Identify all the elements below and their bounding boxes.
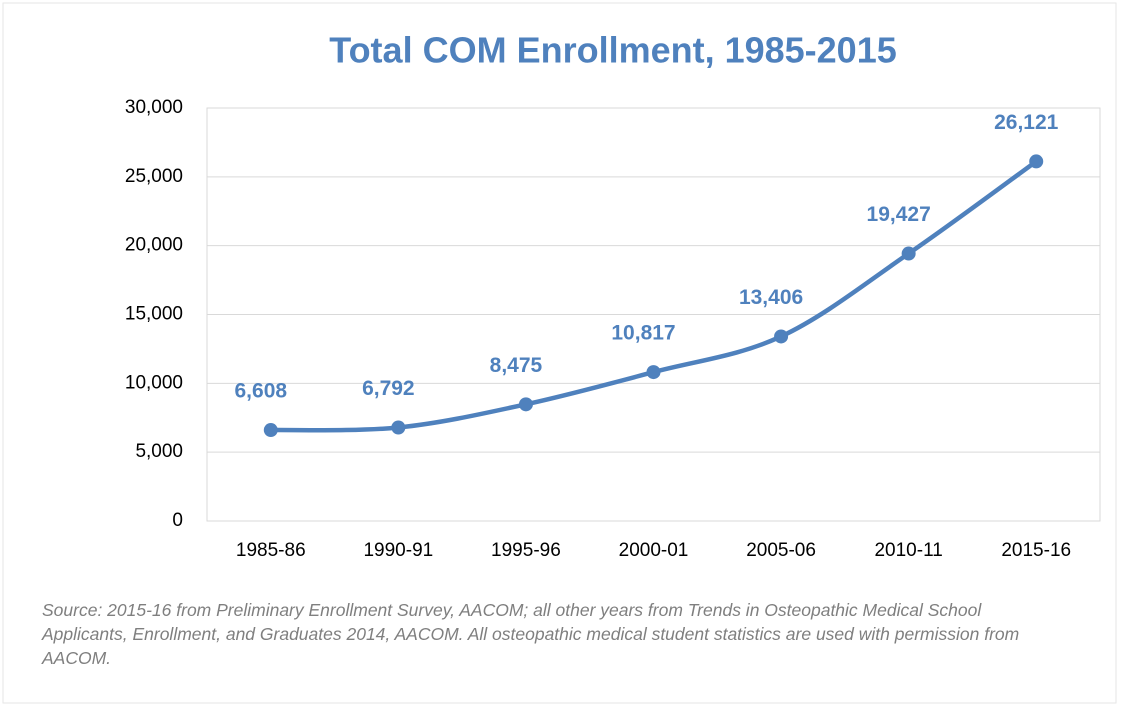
data-label: 26,121 (994, 111, 1059, 134)
chart-title: Total COM Enrollment, 1985-2015 (329, 30, 897, 71)
data-label: 6,608 (235, 380, 288, 403)
point (518, 397, 533, 412)
data-label: 13,406 (739, 286, 803, 309)
x-tick-label: 2010-11 (874, 540, 942, 561)
data-label: 8,475 (490, 354, 543, 377)
x-tick-label: 1985-86 (236, 540, 306, 561)
point (391, 420, 406, 435)
y-tick-label: 25,000 (125, 166, 183, 187)
point (1029, 154, 1044, 169)
data-label: 19,427 (867, 203, 931, 226)
y-tick-label: 15,000 (125, 304, 183, 325)
x-tick-label: 1995-96 (491, 540, 561, 561)
point (263, 423, 278, 438)
x-tick-label: 2015-16 (1001, 540, 1071, 561)
point (774, 329, 789, 344)
point (901, 246, 916, 261)
x-tick-label: 2005-06 (746, 540, 816, 561)
data-label: 6,792 (362, 377, 415, 400)
data-label: 10,817 (611, 322, 675, 345)
y-tick-label: 10,000 (125, 372, 183, 393)
y-tick-label: 20,000 (125, 235, 183, 256)
y-tick-label: 0 (172, 510, 183, 531)
y-tick-label: 5,000 (135, 441, 183, 462)
point (646, 365, 661, 380)
x-tick-label: 1990-91 (363, 540, 433, 561)
y-tick-label: 30,000 (125, 97, 183, 118)
x-tick-label: 2000-01 (619, 540, 689, 561)
source-note: Source: 2015-16 from Preliminary Enrollm… (42, 600, 1020, 668)
